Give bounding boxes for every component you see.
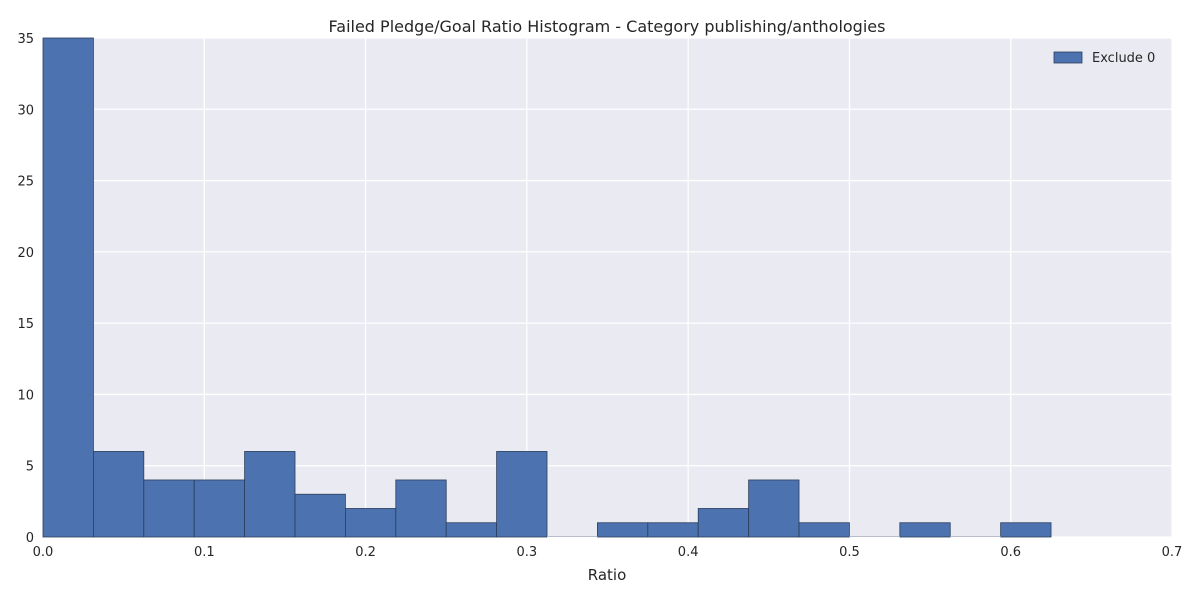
histogram-bar-1: [93, 451, 145, 538]
histogram-bar-3: [193, 479, 246, 538]
x-tick-label: 0.6: [1000, 545, 1021, 560]
y-tick-label: 5: [26, 460, 34, 475]
histogram-bar-5: [294, 493, 346, 538]
legend: Exclude 0: [1053, 51, 1155, 66]
y-tick-label: 0: [26, 531, 34, 546]
x-tick-label: 0.4: [678, 545, 699, 560]
y-tick-label: 25: [17, 175, 34, 190]
histogram-bar-6: [345, 508, 397, 538]
x-tick-label: 0.1: [194, 545, 215, 560]
histogram-bar-14: [748, 479, 800, 538]
x-tick-label: 0.3: [517, 545, 538, 560]
histogram-bars: [42, 37, 1052, 538]
grid-lines: [42, 37, 1173, 538]
y-tick-label: 30: [17, 103, 34, 118]
y-tick-label: 35: [17, 32, 34, 47]
y-tick-label: 10: [17, 388, 34, 403]
histogram-bar-13: [697, 508, 750, 538]
chart-title: Failed Pledge/Goal Ratio Histogram - Cat…: [329, 17, 886, 36]
x-tick-labels: 0.0 0.1 0.2 0.3 0.4 0.5 0.6 0.7: [33, 545, 1183, 560]
y-tick-labels: 0 5 10 15 20 25 30 35: [17, 32, 34, 546]
plot-area: [43, 38, 1172, 537]
histogram-bar-0: [42, 37, 94, 538]
x-tick-label: 0.0: [33, 545, 54, 560]
histogram-bar-9: [496, 451, 548, 538]
x-tick-label: 0.5: [839, 545, 860, 560]
histogram-bar-2: [143, 479, 195, 538]
legend-label: Exclude 0: [1092, 51, 1155, 66]
histogram-bar-4: [244, 451, 296, 538]
histogram-bar-19: [1000, 522, 1052, 538]
legend-swatch: [1053, 51, 1083, 64]
histogram-bar-15: [798, 522, 850, 538]
histogram-bar-17: [899, 522, 951, 538]
x-tick-label: 0.7: [1162, 545, 1183, 560]
x-axis-label: Ratio: [588, 566, 627, 584]
histogram-bar-7: [395, 479, 447, 538]
y-tick-label: 20: [17, 246, 34, 261]
histogram-bar-12: [647, 522, 699, 538]
x-tick-label: 0.2: [355, 545, 376, 560]
y-tick-label: 15: [17, 317, 34, 332]
histogram-bar-11: [597, 522, 649, 538]
histogram-bar-8: [445, 522, 498, 538]
